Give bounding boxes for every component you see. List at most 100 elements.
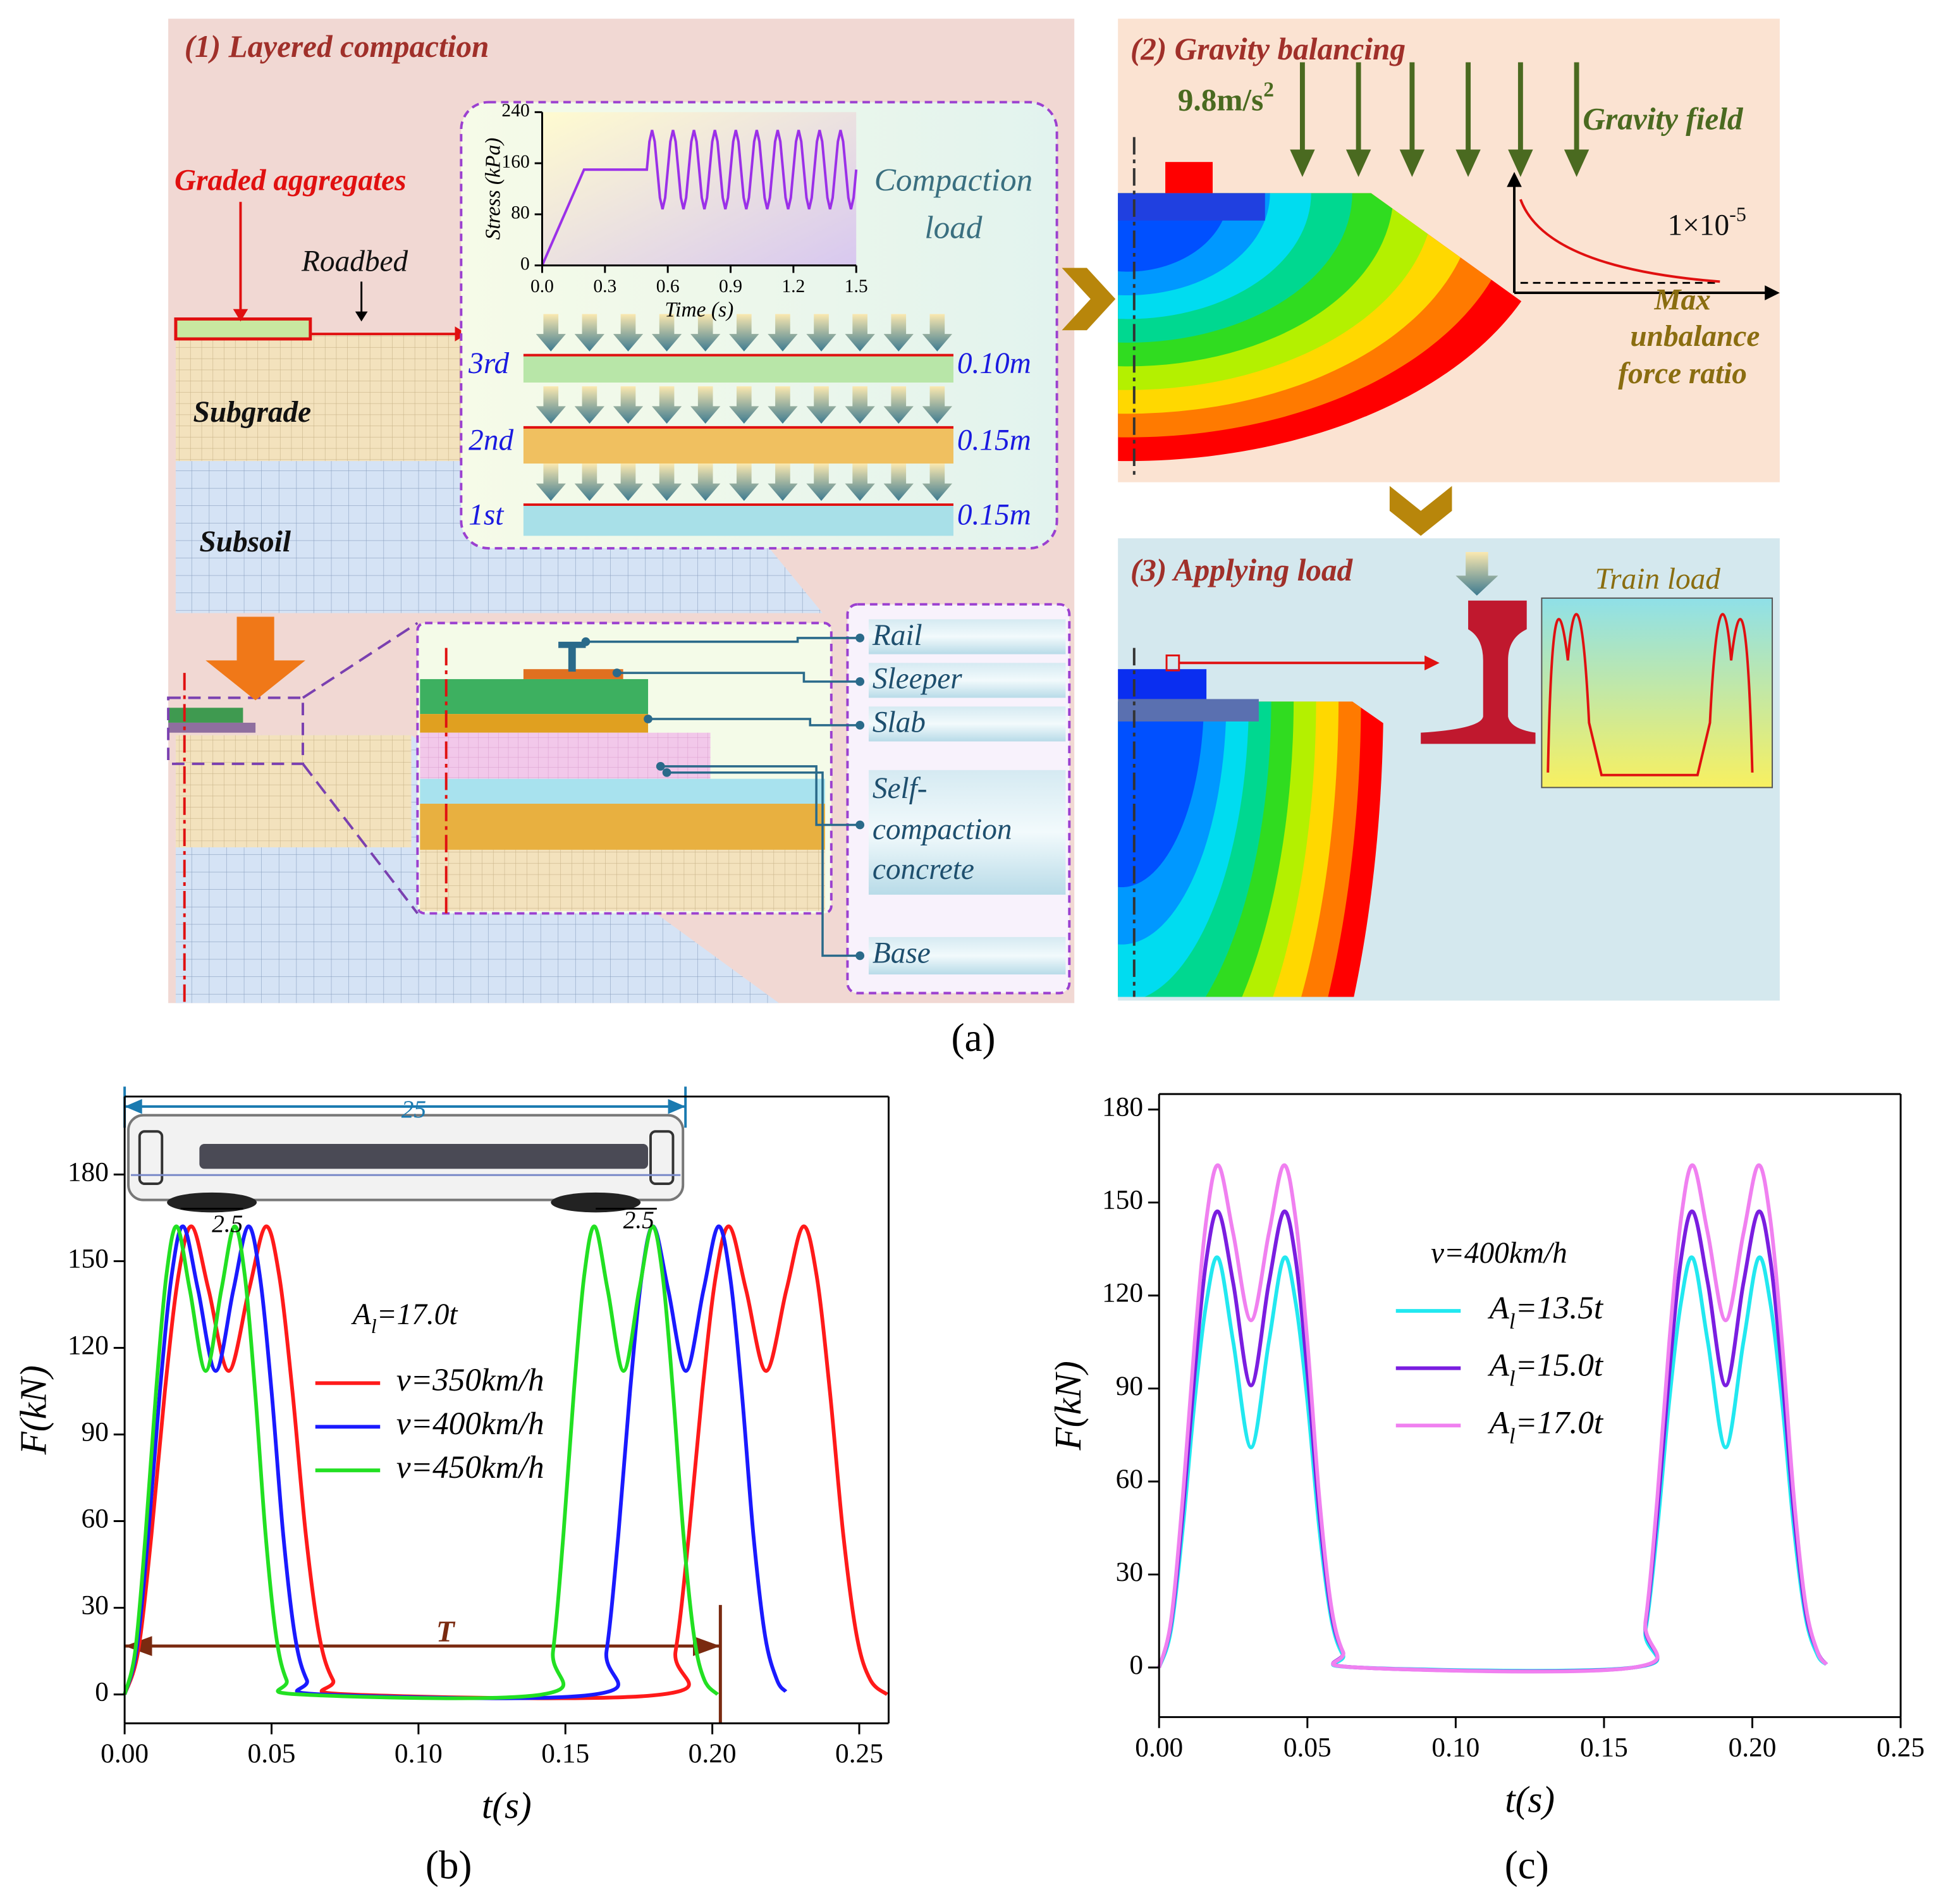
leader-dot bbox=[656, 761, 665, 771]
compaction-arrow bbox=[690, 314, 721, 352]
gravity-arrow-head bbox=[1345, 149, 1371, 177]
x-tick-label: 0.15 bbox=[1580, 1732, 1628, 1762]
component-label: Self- bbox=[873, 772, 928, 805]
y-tick-label: 0 bbox=[1129, 1650, 1143, 1680]
y-tick-label: 30 bbox=[1116, 1557, 1143, 1587]
compaction-arrow bbox=[806, 464, 836, 501]
compaction-arrow bbox=[536, 464, 566, 501]
train-windows bbox=[199, 1143, 649, 1169]
compaction-arrow bbox=[922, 314, 953, 352]
compaction-arrow bbox=[613, 386, 644, 424]
compaction-arrow bbox=[922, 464, 953, 501]
y-tick-label: 80 bbox=[511, 203, 530, 223]
caption: (b) bbox=[426, 1843, 472, 1887]
y-tick-label: 90 bbox=[1116, 1371, 1143, 1401]
y-tick-label: 150 bbox=[68, 1243, 109, 1274]
component-label: concrete bbox=[873, 853, 974, 886]
compaction-arrow bbox=[574, 464, 605, 501]
axis-head bbox=[1507, 171, 1522, 187]
label-box bbox=[868, 706, 1066, 742]
compaction-arrow bbox=[883, 314, 914, 352]
pointer-head bbox=[1424, 655, 1440, 671]
label: Roadbed bbox=[301, 245, 408, 278]
legend-label: Al=15.0t bbox=[1488, 1347, 1604, 1391]
series-line bbox=[123, 1224, 720, 1700]
label: force ratio bbox=[1618, 357, 1747, 390]
contour-band bbox=[1118, 193, 1229, 272]
chart: 0 30 60 90 120 150 180 0.00 0.05 0.10 0.15 0.20 0.25… bbox=[1047, 1092, 1925, 1888]
layer bbox=[420, 778, 825, 804]
aggregate-box bbox=[174, 317, 312, 341]
pointer-head bbox=[233, 309, 248, 322]
label: Compaction bbox=[874, 162, 1033, 198]
x-tick-label: 0.6 bbox=[656, 276, 680, 297]
x-tick-label: 0.15 bbox=[541, 1738, 589, 1769]
layer bbox=[420, 732, 711, 779]
x-tick-label: 0.10 bbox=[395, 1738, 443, 1769]
rail bbox=[568, 644, 576, 672]
y-tick-label: 30 bbox=[82, 1590, 109, 1621]
annotation: T bbox=[436, 1616, 456, 1649]
dimension-head bbox=[668, 1099, 686, 1114]
legend-label: v=400km/h bbox=[396, 1406, 544, 1442]
compaction-arrow bbox=[651, 464, 682, 501]
layer-thickness: 0.10m bbox=[957, 347, 1031, 380]
train-load-plot bbox=[1541, 597, 1773, 789]
label: Train load bbox=[1595, 563, 1720, 596]
train-door bbox=[649, 1130, 675, 1185]
x-tick-label: 0.9 bbox=[719, 276, 742, 297]
component-label: Base bbox=[873, 937, 931, 969]
axis-head bbox=[1765, 285, 1780, 300]
legend-label: Al=17.0t bbox=[1488, 1404, 1604, 1448]
panel-title: (1) Layered compaction bbox=[185, 29, 489, 64]
y-axis-label: Stress (kPa) bbox=[481, 138, 505, 240]
y-tick-label: 60 bbox=[1116, 1464, 1143, 1494]
label: Subgrade bbox=[193, 396, 312, 429]
x-tick-label: 0.00 bbox=[1135, 1732, 1183, 1762]
leader-dot bbox=[855, 677, 865, 686]
zoom-line bbox=[302, 622, 419, 699]
leader-dot bbox=[662, 768, 671, 777]
y-tick-label: 120 bbox=[68, 1330, 109, 1360]
leader-dot bbox=[855, 720, 865, 730]
rail-profile bbox=[1421, 600, 1536, 744]
x-tick-label: 0.25 bbox=[1877, 1732, 1925, 1762]
compaction-arrow bbox=[574, 314, 605, 352]
gravity-arrow-head bbox=[1564, 149, 1590, 177]
chart: 0 80 160 240 0.0 0.3 0.6 0.9 1.2 1.5 Time (s) Stres… bbox=[481, 101, 867, 321]
compaction-arrow bbox=[536, 386, 566, 424]
gravity-arrow-head bbox=[1290, 149, 1315, 177]
component-label: Sleeper bbox=[873, 663, 962, 696]
legend-label: Al=13.5t bbox=[1488, 1290, 1604, 1334]
label: unbalance bbox=[1630, 320, 1760, 353]
model-track bbox=[168, 722, 256, 733]
x-tick-label: 0.05 bbox=[248, 1738, 296, 1769]
layer bbox=[523, 505, 953, 536]
layer bbox=[523, 427, 953, 464]
y-tick-label: 160 bbox=[501, 152, 529, 172]
chevron bbox=[1389, 486, 1452, 536]
x-tick-label: 0.05 bbox=[1283, 1732, 1332, 1762]
leader bbox=[616, 672, 861, 683]
x-tick-label: 0.00 bbox=[101, 1738, 149, 1769]
series-line bbox=[1157, 1163, 1829, 1674]
annotation: v=400km/h bbox=[1431, 1237, 1567, 1270]
decay-curve bbox=[1519, 199, 1720, 283]
compaction-arrow bbox=[845, 464, 875, 501]
x-tick-label: 0.20 bbox=[689, 1738, 737, 1769]
x-axis-label: Time (s) bbox=[665, 298, 733, 321]
y-tick-label: 240 bbox=[501, 101, 529, 121]
bogie bbox=[167, 1192, 257, 1213]
layer bbox=[420, 714, 649, 733]
label: 1×10-5 bbox=[1667, 203, 1746, 242]
layer bbox=[420, 804, 825, 850]
period-head bbox=[692, 1636, 721, 1656]
y-tick-label: 60 bbox=[82, 1503, 109, 1533]
x-tick-label: 0.20 bbox=[1729, 1732, 1777, 1762]
annotation: 2.5 bbox=[212, 1210, 243, 1238]
plot-background bbox=[542, 112, 857, 266]
y-tick-label: 0 bbox=[95, 1677, 109, 1707]
compaction-arrow bbox=[536, 314, 566, 352]
y-tick-label: 150 bbox=[1102, 1185, 1143, 1215]
chart: 0 30 60 90 120 150 180 0.00 0.05 0.10 0.15 0.20 0.25… bbox=[13, 1095, 890, 1887]
